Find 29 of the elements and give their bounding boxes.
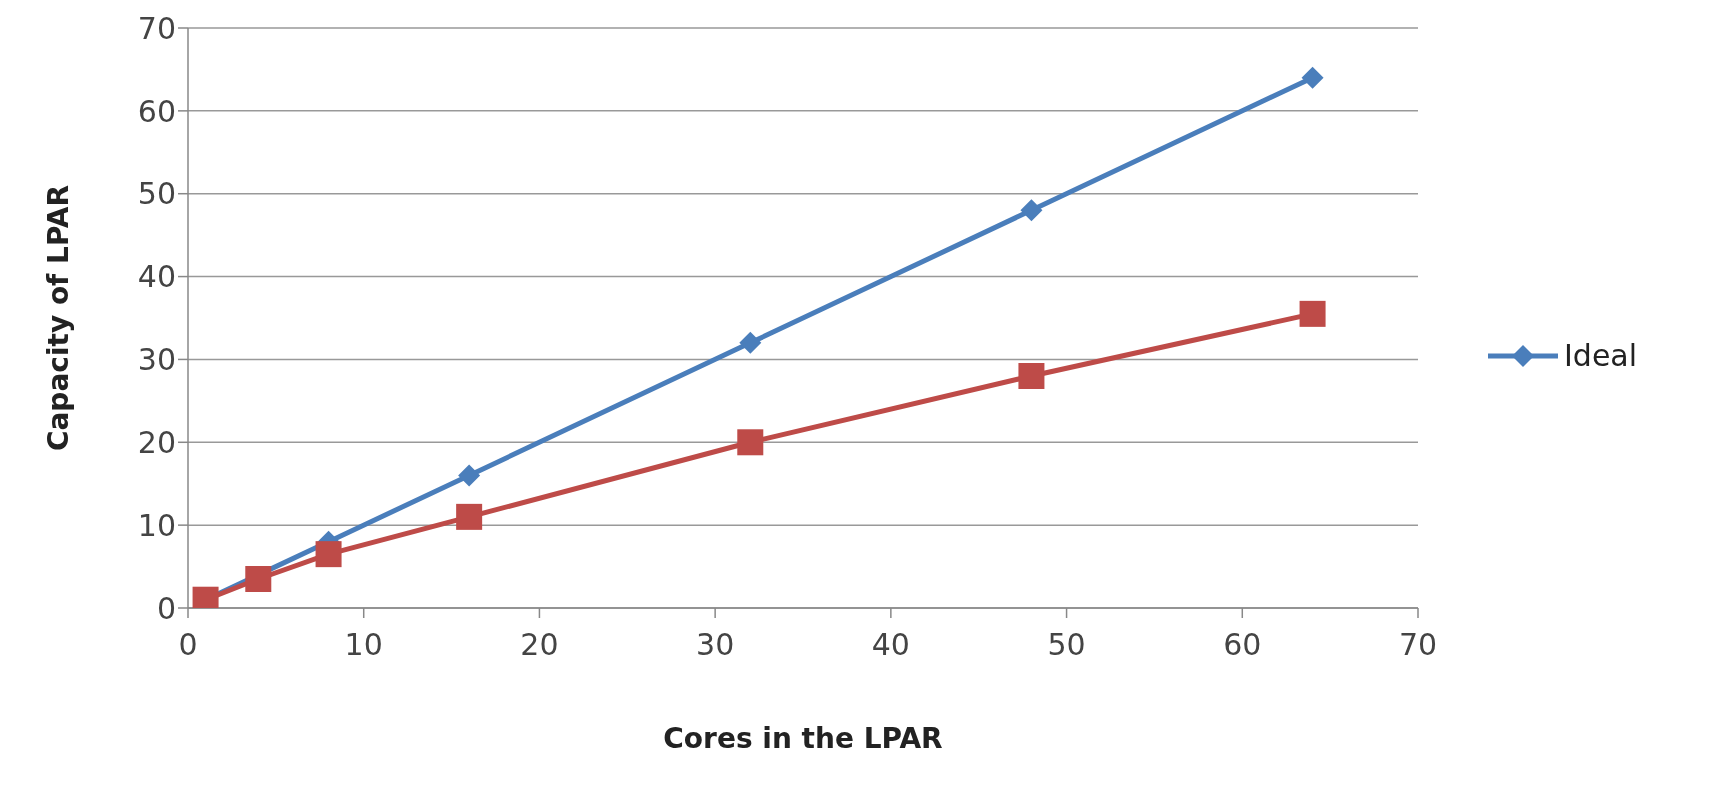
point xyxy=(1301,66,1324,89)
point xyxy=(1018,363,1045,389)
x-tick-label: 30 xyxy=(696,627,735,663)
point xyxy=(1020,199,1043,222)
x-tick-label: 0 xyxy=(178,627,198,663)
y-tick-label: 70 xyxy=(137,10,176,46)
x-tick-label: 40 xyxy=(871,627,910,663)
x-axis-title: Cores in the LPAR xyxy=(663,722,943,755)
legend-label: Ideal xyxy=(1564,338,1638,373)
point xyxy=(456,503,483,530)
y-axis-title: Capacity of LPAR xyxy=(41,184,75,452)
x-tick-label: 20 xyxy=(520,627,559,663)
point xyxy=(739,331,762,354)
y-tick-label: 10 xyxy=(137,507,176,543)
y-tick-label: 50 xyxy=(137,176,176,212)
y-tick-label: 0 xyxy=(156,590,176,626)
point xyxy=(458,464,481,487)
point xyxy=(737,429,764,456)
x-tick-label: 50 xyxy=(1047,627,1086,663)
x-tick-label: 60 xyxy=(1223,627,1262,663)
x-tick-label: 10 xyxy=(344,627,383,663)
y-tick-label: 40 xyxy=(137,259,176,295)
y-tick-label: 20 xyxy=(137,424,176,460)
x-tick-label: 70 xyxy=(1398,627,1438,663)
y-tick-label: 60 xyxy=(137,93,176,129)
point xyxy=(1299,300,1326,327)
point xyxy=(315,541,342,568)
point xyxy=(245,566,272,592)
y-tick-label: 30 xyxy=(137,342,176,378)
